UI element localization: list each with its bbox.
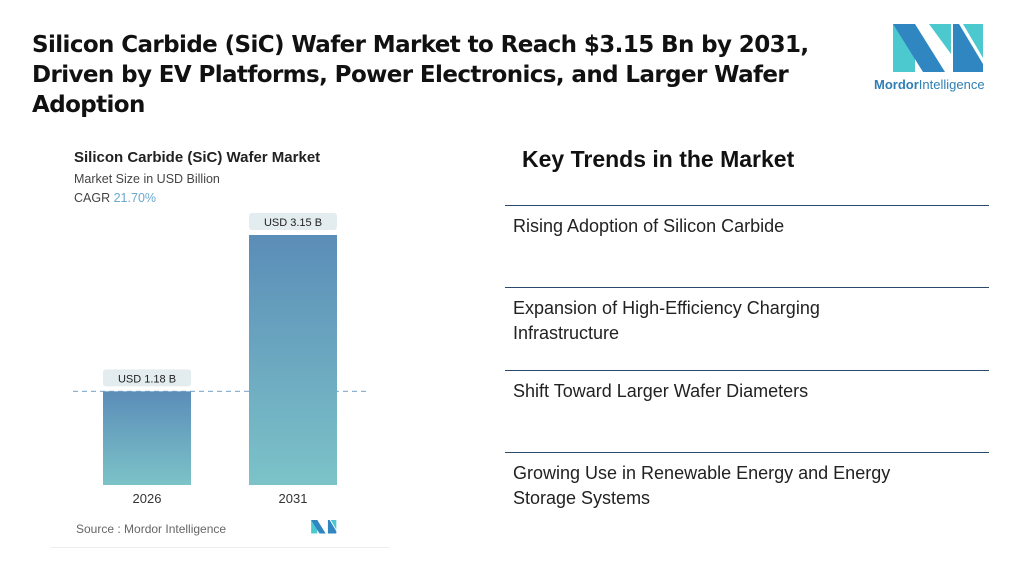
logo-text: MordorIntelligence: [874, 77, 985, 92]
chart-panel: [50, 130, 390, 548]
cagr-value: 21.70%: [113, 191, 157, 205]
data-label: USD 3.15 B: [264, 217, 322, 229]
data-label-bg: [249, 213, 337, 230]
mordor-logo-icon: [893, 24, 983, 72]
trend-item: Expansion of High-Efficiency Charging In…: [505, 287, 989, 346]
chart-subtitle: Market Size in USD Billion: [74, 172, 220, 186]
x-tick-label: 2026: [133, 491, 162, 506]
x-tick-label: 2031: [279, 491, 308, 506]
bar-2031: [249, 235, 337, 485]
trend-item: Growing Use in Renewable Energy and Ener…: [505, 452, 989, 511]
data-label: USD 1.18 B: [118, 373, 176, 385]
data-label-bg: [103, 369, 191, 387]
source-logo-icon: [311, 520, 337, 534]
trend-item: Shift Toward Larger Wafer Diameters: [505, 370, 989, 404]
chart-title: Silicon Carbide (SiC) Wafer Market: [74, 149, 321, 166]
page-title: Silicon Carbide (SiC) Wafer Market to Re…: [32, 32, 809, 118]
bar-2026: [103, 391, 191, 485]
trend-item: Rising Adoption of Silicon Carbide: [505, 205, 989, 239]
chart-cagr: CAGR 21.70%: [74, 191, 157, 205]
chart-source: Source : Mordor Intelligence: [76, 522, 227, 536]
trends-title: Key Trends in the Market: [522, 146, 795, 172]
